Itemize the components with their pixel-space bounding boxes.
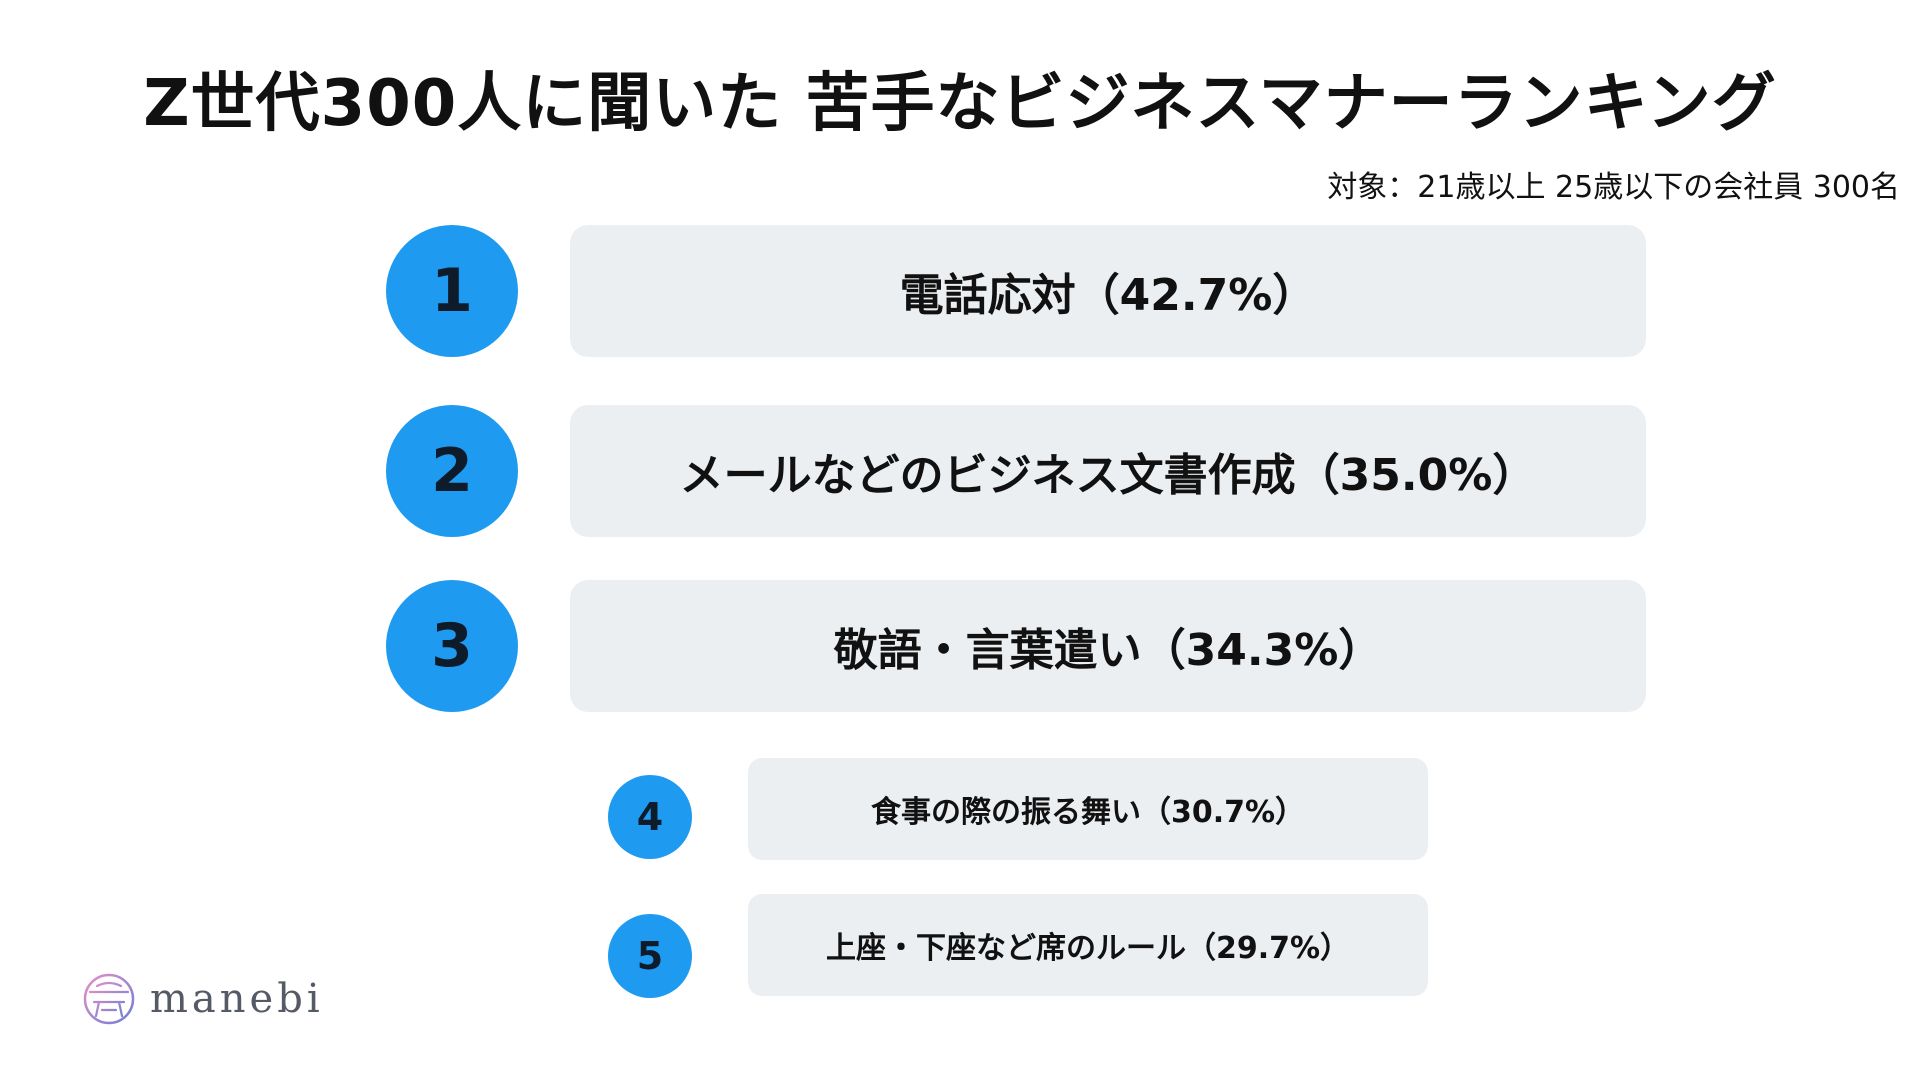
rank-badge-5: 5 (608, 914, 692, 998)
manebi-logo-text: manebi (150, 976, 324, 1022)
rank-badge-4: 4 (608, 775, 692, 859)
page-title: Z世代300人に聞いた 苦手なビジネスマナーランキング (143, 67, 1777, 141)
rank-badge-3: 3 (386, 580, 518, 712)
manebi-logo-icon (83, 973, 135, 1025)
rank-label-5: 上座・下座など席のルール（29.7%） (748, 894, 1428, 996)
manebi-logo: manebi (82, 972, 324, 1026)
rank-badge-1: 1 (386, 225, 518, 357)
rank-label-4: 食事の際の振る舞い（30.7%） (748, 758, 1428, 860)
rank-label-1: 電話応対（42.7%） (570, 225, 1646, 357)
survey-target-note: 対象：21歳以上 25歳以下の会社員 300名 (1327, 170, 1900, 205)
rank-label-2: メールなどのビジネス文書作成（35.0%） (570, 405, 1646, 537)
rank-label-3: 敬語・言葉遣い（34.3%） (570, 580, 1646, 712)
rank-badge-2: 2 (386, 405, 518, 537)
